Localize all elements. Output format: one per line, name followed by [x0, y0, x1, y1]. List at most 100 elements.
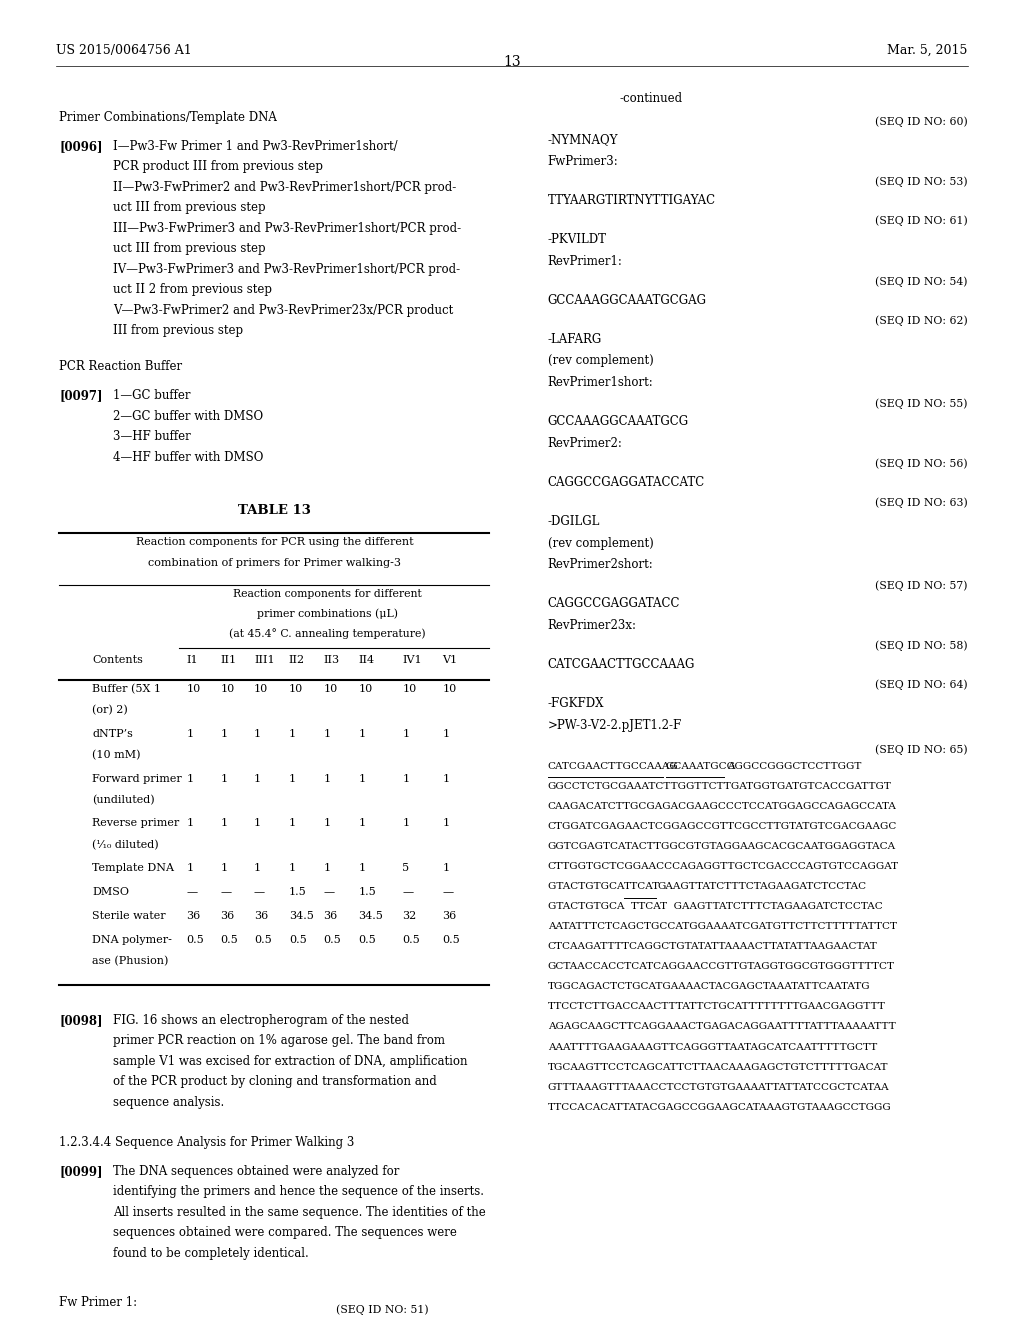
Text: II4: II4 — [358, 655, 375, 665]
Text: 1: 1 — [402, 729, 410, 739]
Text: -FGKFDX: -FGKFDX — [548, 697, 604, 710]
Text: 1: 1 — [442, 729, 450, 739]
Text: (undiluted): (undiluted) — [92, 795, 155, 805]
Text: ase (Phusion): ase (Phusion) — [92, 956, 169, 966]
Text: sequence analysis.: sequence analysis. — [113, 1096, 224, 1109]
Text: (SEQ ID NO: 55): (SEQ ID NO: 55) — [876, 397, 968, 409]
Text: 1: 1 — [358, 818, 366, 829]
Text: (SEQ ID NO: 60): (SEQ ID NO: 60) — [874, 116, 968, 127]
Text: 10: 10 — [254, 684, 268, 694]
Text: 1: 1 — [220, 863, 227, 874]
Text: 36: 36 — [324, 911, 338, 921]
Text: RevPrimer1short:: RevPrimer1short: — [548, 376, 653, 389]
Text: TGGCAGACTCTGCATGAAAACTACGAGCTAAATATTCAATATG: TGGCAGACTCTGCATGAAAACTACGAGCTAAATATTCAAT… — [548, 982, 870, 991]
Text: GGTCGAGTCATACTTGGCGTGTAGGAAGCACGCAATGGAGGTACA: GGTCGAGTCATACTTGGCGTGTAGGAAGCACGCAATGGAG… — [548, 842, 896, 851]
Text: 1: 1 — [402, 774, 410, 784]
Text: 10: 10 — [289, 684, 303, 694]
Text: (SEQ ID NO: 54): (SEQ ID NO: 54) — [876, 276, 968, 288]
Text: 0.5: 0.5 — [220, 935, 238, 945]
Text: AGGCCGGGCTCCTTGGT: AGGCCGGGCTCCTTGGT — [727, 762, 861, 771]
Text: IV—Pw3-FwPrimer3 and Pw3-RevPrimer1short/PCR prod-: IV—Pw3-FwPrimer3 and Pw3-RevPrimer1short… — [113, 263, 460, 276]
Text: CAGGCCGAGGATACCATC: CAGGCCGAGGATACCATC — [548, 475, 706, 488]
Text: 1: 1 — [442, 818, 450, 829]
Text: Contents: Contents — [92, 655, 143, 665]
Text: —: — — [402, 887, 414, 898]
Text: US 2015/0064756 A1: US 2015/0064756 A1 — [56, 44, 193, 57]
Text: I1: I1 — [186, 655, 198, 665]
Text: TABLE 13: TABLE 13 — [238, 504, 311, 517]
Text: (SEQ ID NO: 53): (SEQ ID NO: 53) — [876, 177, 968, 187]
Text: 1: 1 — [254, 863, 261, 874]
Text: FIG. 16 shows an electropherogram of the nested: FIG. 16 shows an electropherogram of the… — [113, 1014, 409, 1027]
Text: —: — — [220, 887, 231, 898]
Text: 10: 10 — [402, 684, 417, 694]
Text: 1: 1 — [186, 774, 194, 784]
Text: 36: 36 — [442, 911, 457, 921]
Text: 1: 1 — [358, 774, 366, 784]
Text: Reaction components for different: Reaction components for different — [233, 589, 422, 599]
Text: Sterile water: Sterile water — [92, 911, 166, 921]
Text: I—Pw3-Fw Primer 1 and Pw3-RevPrimer1short/: I—Pw3-Fw Primer 1 and Pw3-RevPrimer1shor… — [113, 140, 397, 153]
Text: GCTAACCACCTCATCAGGAACCGTTGTAGGTGGCGTGGGTTTTCT: GCTAACCACCTCATCAGGAACCGTTGTAGGTGGCGTGGGT… — [548, 962, 895, 972]
Text: 0.5: 0.5 — [186, 935, 204, 945]
Text: 4—HF buffer with DMSO: 4—HF buffer with DMSO — [113, 451, 263, 463]
Text: 10: 10 — [442, 684, 457, 694]
Text: CATCGAACTTGCCAAAG: CATCGAACTTGCCAAAG — [548, 762, 679, 771]
Text: TTCAT: TTCAT — [624, 882, 659, 891]
Text: IV1: IV1 — [402, 655, 422, 665]
Text: GCAAATGCG: GCAAATGCG — [666, 762, 735, 771]
Text: (SEQ ID NO: 51): (SEQ ID NO: 51) — [336, 1304, 428, 1315]
Text: DMSO: DMSO — [92, 887, 129, 898]
Text: AAATTTTGAAGAAAGTTCAGGGTTAATAGCATCAATTTTTGCTT: AAATTTTGAAGAAAGTTCAGGGTTAATAGCATCAATTTTT… — [548, 1043, 878, 1052]
Text: GTACTGTGCA: GTACTGTGCA — [548, 882, 631, 891]
Text: uct II 2 from previous step: uct II 2 from previous step — [113, 284, 271, 296]
Text: [0096]: [0096] — [59, 140, 102, 153]
Text: 1: 1 — [289, 818, 296, 829]
Text: The DNA sequences obtained were analyzed for: The DNA sequences obtained were analyzed… — [113, 1166, 399, 1177]
Text: [0097]: [0097] — [59, 389, 102, 403]
Text: 0.5: 0.5 — [402, 935, 420, 945]
Text: TGCAAGTTCCTCAGCATTCTTAACAAAGAGCTGTCTTTTTGACAT: TGCAAGTTCCTCAGCATTCTTAACAAAGAGCTGTCTTTTT… — [548, 1063, 889, 1072]
Text: CAAGACATCTTGCGAGACGAAGCCCTCCATGGAGCCAGAGCCATA: CAAGACATCTTGCGAGACGAAGCCCTCCATGGAGCCAGAG… — [548, 801, 897, 810]
Text: (10 mM): (10 mM) — [92, 750, 140, 760]
Text: III1: III1 — [254, 655, 274, 665]
Text: —: — — [442, 887, 454, 898]
Text: TTCCACACATTATACGAGCCGGAAGCATAAAGTGTAAAGCCTGGG: TTCCACACATTATACGAGCCGGAAGCATAAAGTGTAAAGC… — [548, 1102, 892, 1111]
Text: 1: 1 — [220, 818, 227, 829]
Text: V—Pw3-FwPrimer2 and Pw3-RevPrimer23x/PCR product: V—Pw3-FwPrimer2 and Pw3-RevPrimer23x/PCR… — [113, 304, 453, 317]
Text: uct III from previous step: uct III from previous step — [113, 243, 265, 255]
Text: —: — — [324, 887, 335, 898]
Text: 1: 1 — [324, 774, 331, 784]
Text: DNA polymer-: DNA polymer- — [92, 935, 172, 945]
Text: Mar. 5, 2015: Mar. 5, 2015 — [888, 44, 968, 57]
Text: GGCCTCTGCGAAATCTTGGTTCTTGATGGTGATGTCACCGATTGT: GGCCTCTGCGAAATCTTGGTTCTTGATGGTGATGTCACCG… — [548, 781, 892, 791]
Text: sample V1 was excised for extraction of DNA, amplification: sample V1 was excised for extraction of … — [113, 1055, 467, 1068]
Text: TTYAARGTIRTNYTTIGAYAC: TTYAARGTIRTNYTTIGAYAC — [548, 194, 716, 207]
Text: 10: 10 — [186, 684, 201, 694]
Text: (SEQ ID NO: 63): (SEQ ID NO: 63) — [874, 498, 968, 508]
Text: 0.5: 0.5 — [358, 935, 376, 945]
Text: 1: 1 — [358, 863, 366, 874]
Text: identifying the primers and hence the sequence of the inserts.: identifying the primers and hence the se… — [113, 1185, 483, 1199]
Text: (SEQ ID NO: 57): (SEQ ID NO: 57) — [876, 579, 968, 591]
Text: GCCAAAGGCAAATGCGAG: GCCAAAGGCAAATGCGAG — [548, 293, 707, 306]
Text: 1: 1 — [220, 774, 227, 784]
Text: RevPrimer23x:: RevPrimer23x: — [548, 619, 637, 632]
Text: sequences obtained were compared. The sequences were: sequences obtained were compared. The se… — [113, 1226, 457, 1239]
Text: 1: 1 — [186, 729, 194, 739]
Text: 0.5: 0.5 — [289, 935, 306, 945]
Text: 0.5: 0.5 — [254, 935, 271, 945]
Text: Fw Primer 1:: Fw Primer 1: — [59, 1296, 137, 1309]
Text: RevPrimer2:: RevPrimer2: — [548, 437, 623, 450]
Text: 1: 1 — [254, 729, 261, 739]
Text: 1.5: 1.5 — [289, 887, 306, 898]
Text: RevPrimer1:: RevPrimer1: — [548, 255, 623, 268]
Text: 1: 1 — [324, 729, 331, 739]
Text: 5: 5 — [402, 863, 410, 874]
Text: GAAGTTATCTTTCTAGAAGATCTCCTAC: GAAGTTATCTTTCTAGAAGATCTCCTAC — [657, 882, 866, 891]
Text: 3—HF buffer: 3—HF buffer — [113, 430, 190, 444]
Text: 10: 10 — [324, 684, 338, 694]
Text: III—Pw3-FwPrimer3 and Pw3-RevPrimer1short/PCR prod-: III—Pw3-FwPrimer3 and Pw3-RevPrimer1shor… — [113, 222, 461, 235]
Text: 1: 1 — [442, 774, 450, 784]
Text: of the PCR product by cloning and transformation and: of the PCR product by cloning and transf… — [113, 1076, 436, 1088]
